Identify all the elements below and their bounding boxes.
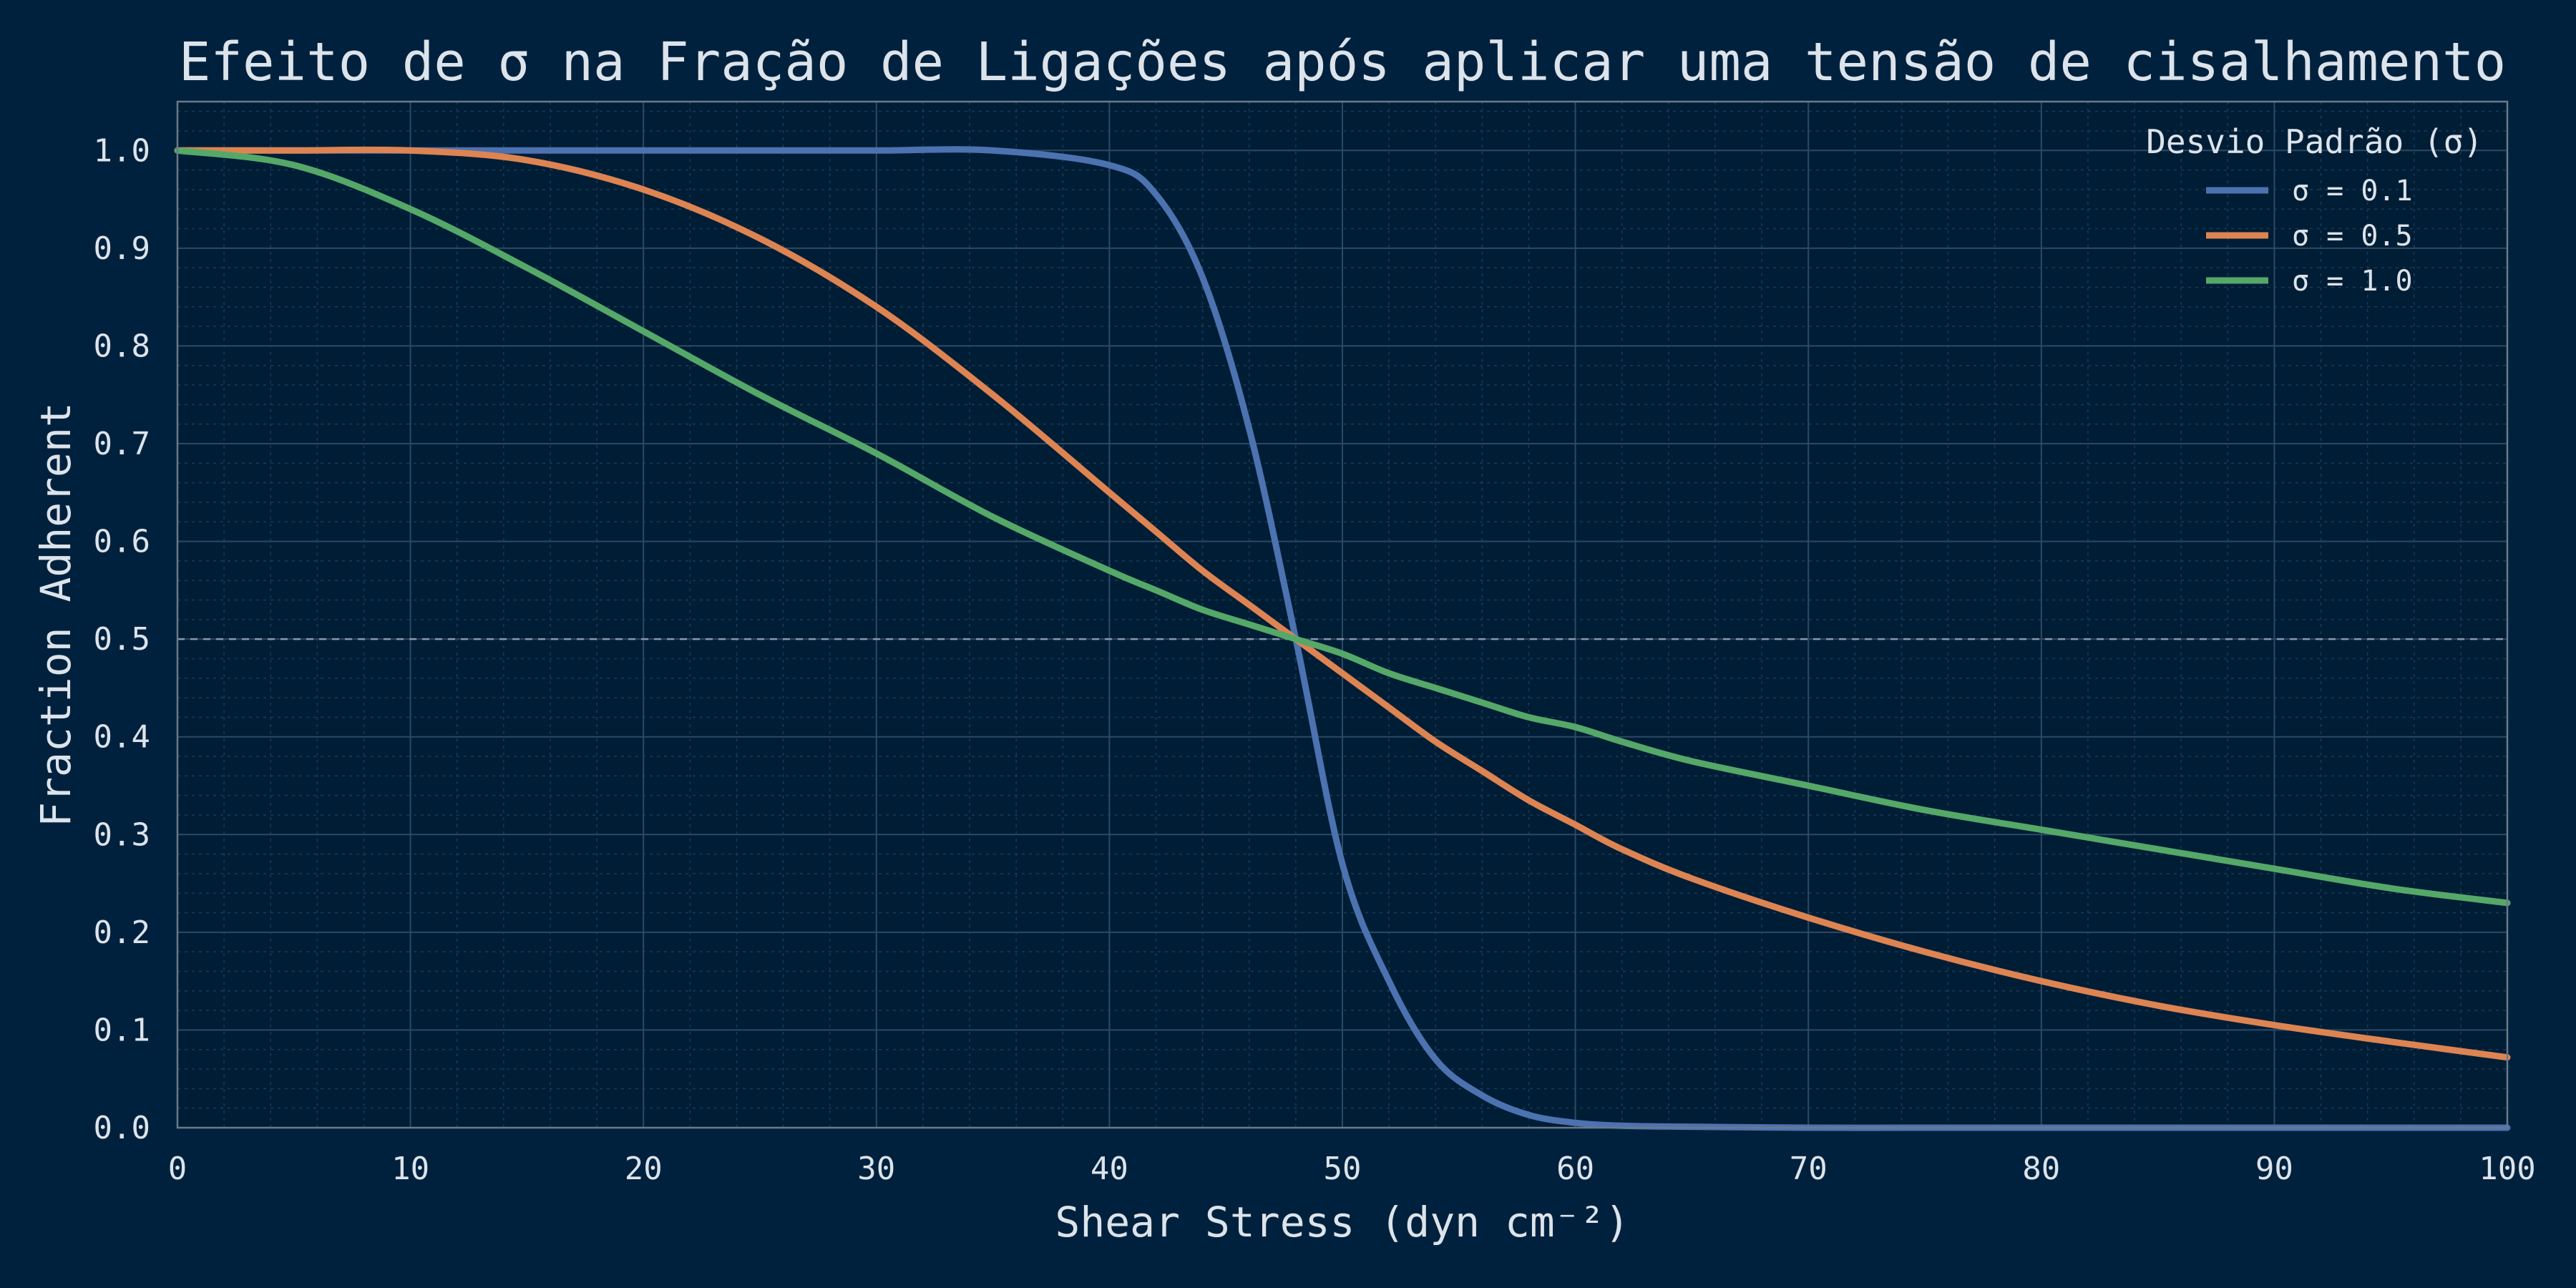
legend-label: σ = 0.1 [2292,175,2413,208]
x-tick-label: 60 [1556,1151,1594,1187]
x-tick-label: 20 [625,1151,663,1187]
series-line-2 [174,146,2511,1061]
legend-title: Desvio Padrão (σ) [2146,122,2483,161]
chart-title: Efeito de σ na Fração de Ligações após a… [179,31,2506,93]
legend-items: σ = 0.1 σ = 0.5 σ = 1.0 [2206,175,2413,298]
x-axis-label: Shear Stress (dyn cm⁻²) [1055,1198,1629,1246]
y-tick-label: 0.0 [94,1110,150,1146]
y-axis-label: Fraction Adherent [31,402,80,827]
x-tick-label: 90 [2255,1151,2293,1187]
series-line-3 [174,147,2511,907]
y-tick-label: 0.5 [94,621,150,658]
x-tick-label: 40 [1091,1151,1128,1187]
x-tick-label: 10 [391,1151,429,1187]
x-tick-label: 80 [2022,1151,2060,1187]
y-tick-label: 1.0 [94,132,150,169]
plot-frame [176,100,2509,1129]
legend: Desvio Padrão (σ) σ = 0.1 σ = 0.5 σ = 1.0 [2146,122,2483,298]
y-tick-label: 0.7 [94,426,150,462]
major-grid [177,102,2508,1128]
x-tick-label: 0 [168,1151,187,1187]
y-tick-label: 0.6 [94,524,150,560]
y-tick-labels: 0.0 0.1 0.2 0.3 0.4 0.5 0.6 0.7 0.8 0.9 1.0 [94,132,150,1146]
x-tick-labels: 0 10 20 30 40 50 60 70 80 90 100 [168,1151,2536,1187]
x-tick-label: 100 [2479,1151,2535,1187]
x-tick-label: 70 [1790,1151,1828,1187]
y-tick-label: 0.8 [94,328,150,364]
x-tick-label: 50 [1324,1151,1362,1187]
legend-label: σ = 1.0 [2292,265,2413,298]
y-tick-label: 0.1 [94,1012,150,1048]
y-tick-label: 0.2 [94,914,150,951]
y-tick-label: 0.3 [94,816,150,853]
x-tick-label: 30 [857,1151,895,1187]
legend-label: σ = 0.5 [2292,220,2413,253]
y-tick-label: 0.4 [94,719,150,756]
y-tick-label: 0.9 [94,230,150,267]
